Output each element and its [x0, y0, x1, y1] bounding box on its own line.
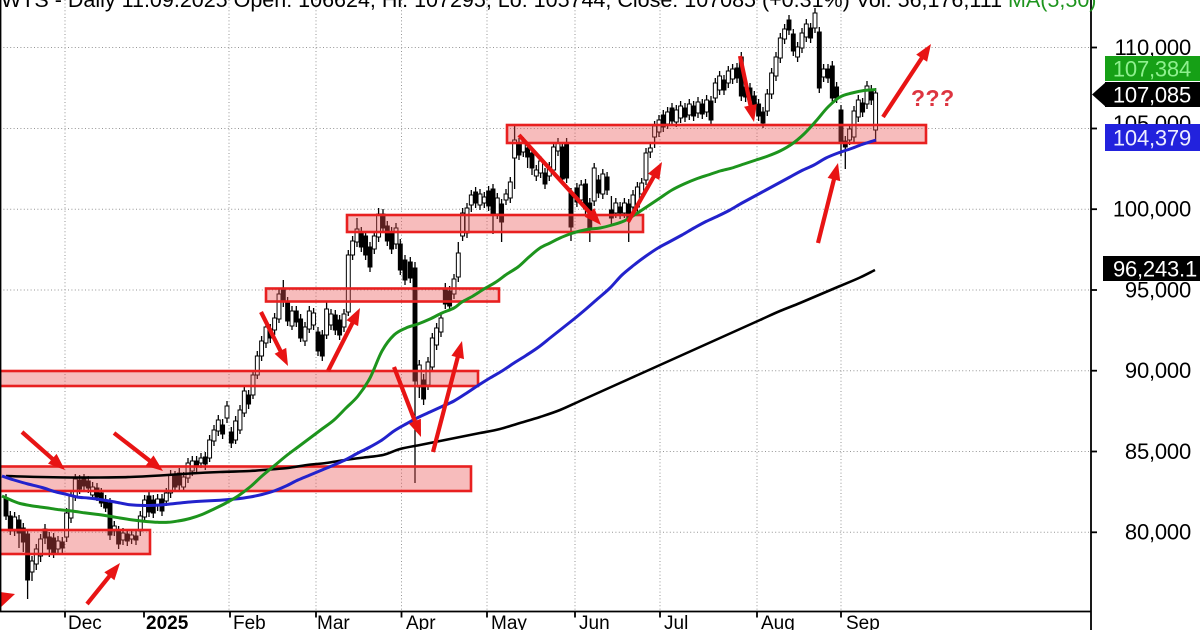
- svg-text:Dec: Dec: [68, 613, 102, 630]
- svg-text:95,000: 95,000: [1125, 277, 1191, 302]
- svg-text:90,000: 90,000: [1125, 358, 1191, 383]
- svg-text:May: May: [491, 613, 527, 630]
- svg-text:80,000: 80,000: [1125, 520, 1191, 545]
- svg-text:85,000: 85,000: [1125, 439, 1191, 464]
- svg-text:Sep: Sep: [846, 613, 880, 630]
- svg-text:110,000: 110,000: [1115, 35, 1192, 60]
- svg-text:???: ???: [911, 85, 955, 111]
- svg-text:Feb: Feb: [233, 613, 266, 630]
- svg-text:Apr: Apr: [406, 613, 436, 630]
- svg-text:WTS - Daily 11.09.2025 Open: 1: WTS - Daily 11.09.2025 Open: 106624, Hi:…: [1, 0, 1096, 12]
- svg-text:96,243.1: 96,243.1: [1113, 257, 1197, 282]
- svg-text:107,384: 107,384: [1113, 57, 1191, 82]
- svg-text:104,379: 104,379: [1113, 126, 1191, 151]
- svg-text:Jul: Jul: [664, 613, 688, 630]
- svg-text:107,085: 107,085: [1113, 83, 1191, 108]
- svg-text:Jun: Jun: [579, 613, 610, 630]
- svg-text:100,000: 100,000: [1113, 197, 1191, 222]
- svg-text:Mar: Mar: [317, 613, 350, 630]
- svg-text:Aug: Aug: [761, 613, 795, 630]
- svg-text:2025: 2025: [146, 613, 189, 630]
